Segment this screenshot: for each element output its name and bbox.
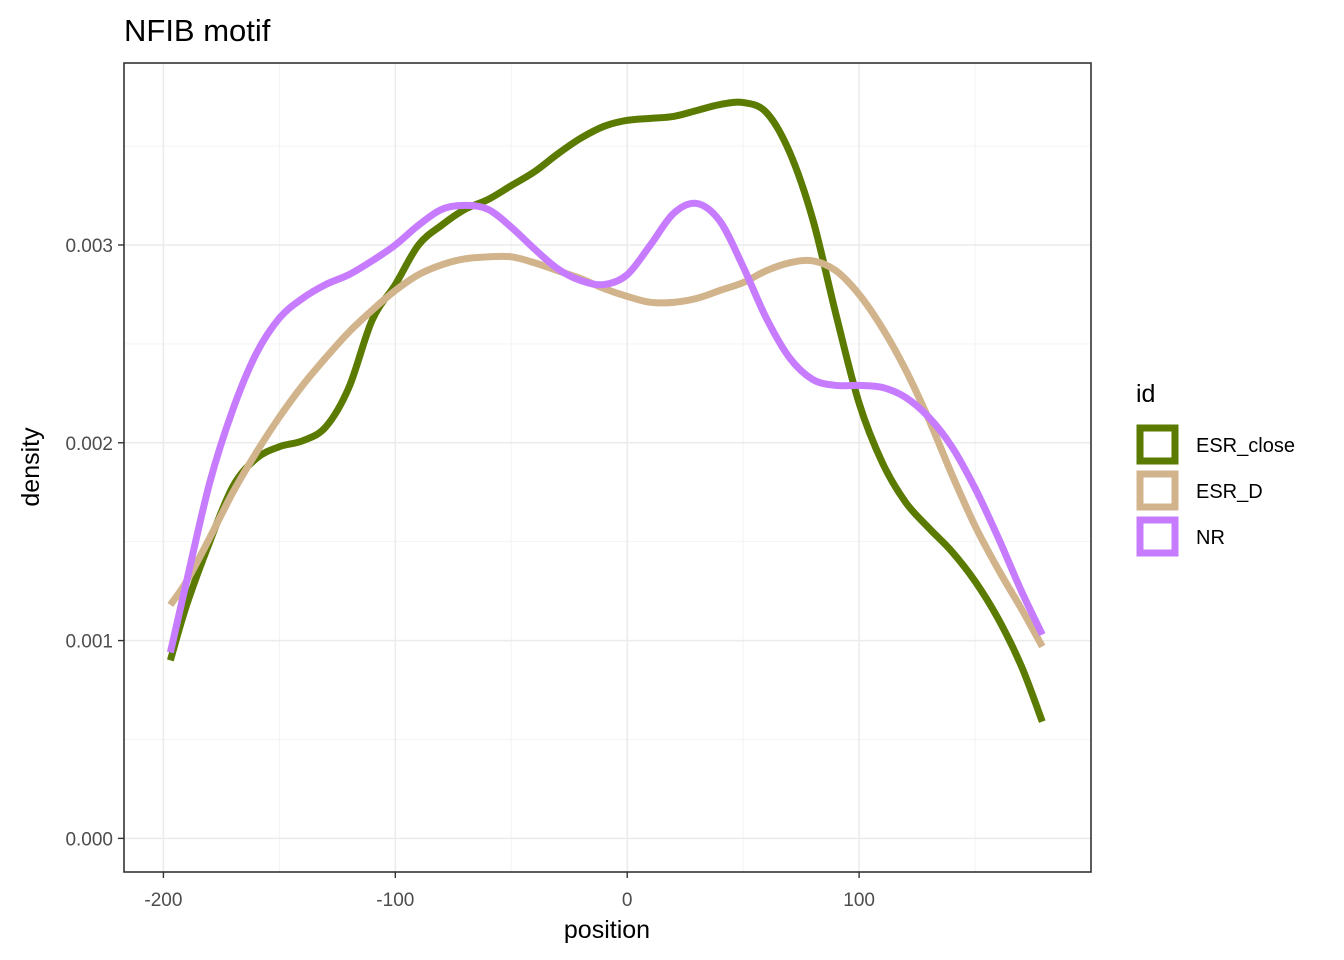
x-tick-label: 0 <box>622 890 633 911</box>
x-axis-title: position <box>564 916 650 944</box>
legend-key-esr-close <box>1136 424 1179 465</box>
x-axis: -200 -100 0 100 <box>144 872 875 911</box>
y-tick-label: 0.003 <box>65 236 113 257</box>
x-tick-label: 100 <box>843 890 875 911</box>
series-line-esr-d <box>167 252 1046 649</box>
y-axis: 0.000 0.001 0.002 0.003 <box>65 236 124 850</box>
minor-grid <box>124 63 1091 872</box>
series-line-nr <box>166 199 1046 654</box>
series-line-esr-close <box>167 98 1046 723</box>
legend-key-esr-d <box>1136 470 1179 511</box>
legend-items: ESR_close ESR_D NR <box>1136 424 1295 557</box>
chart-title: NFIB motif <box>124 13 271 48</box>
legend: id ESR_close ESR_D NR <box>1136 380 1295 557</box>
y-tick-label: 0.001 <box>65 632 113 653</box>
x-tick-label: -100 <box>376 890 414 911</box>
legend-key-nr <box>1136 516 1179 557</box>
y-tick-label: 0.000 <box>65 829 113 850</box>
legend-label-esr-close: ESR_close <box>1196 435 1295 457</box>
legend-label-nr: NR <box>1196 527 1225 549</box>
y-axis-title: density <box>17 427 45 507</box>
legend-label-esr-d: ESR_D <box>1196 481 1263 503</box>
major-grid <box>124 63 1091 872</box>
plot-border <box>123 62 1092 873</box>
plot-background <box>124 63 1091 872</box>
y-tick-label: 0.002 <box>65 434 113 455</box>
series-layer <box>166 98 1046 723</box>
plot-panel <box>123 62 1092 873</box>
x-tick-label: -200 <box>144 890 182 911</box>
legend-title: id <box>1136 380 1155 408</box>
